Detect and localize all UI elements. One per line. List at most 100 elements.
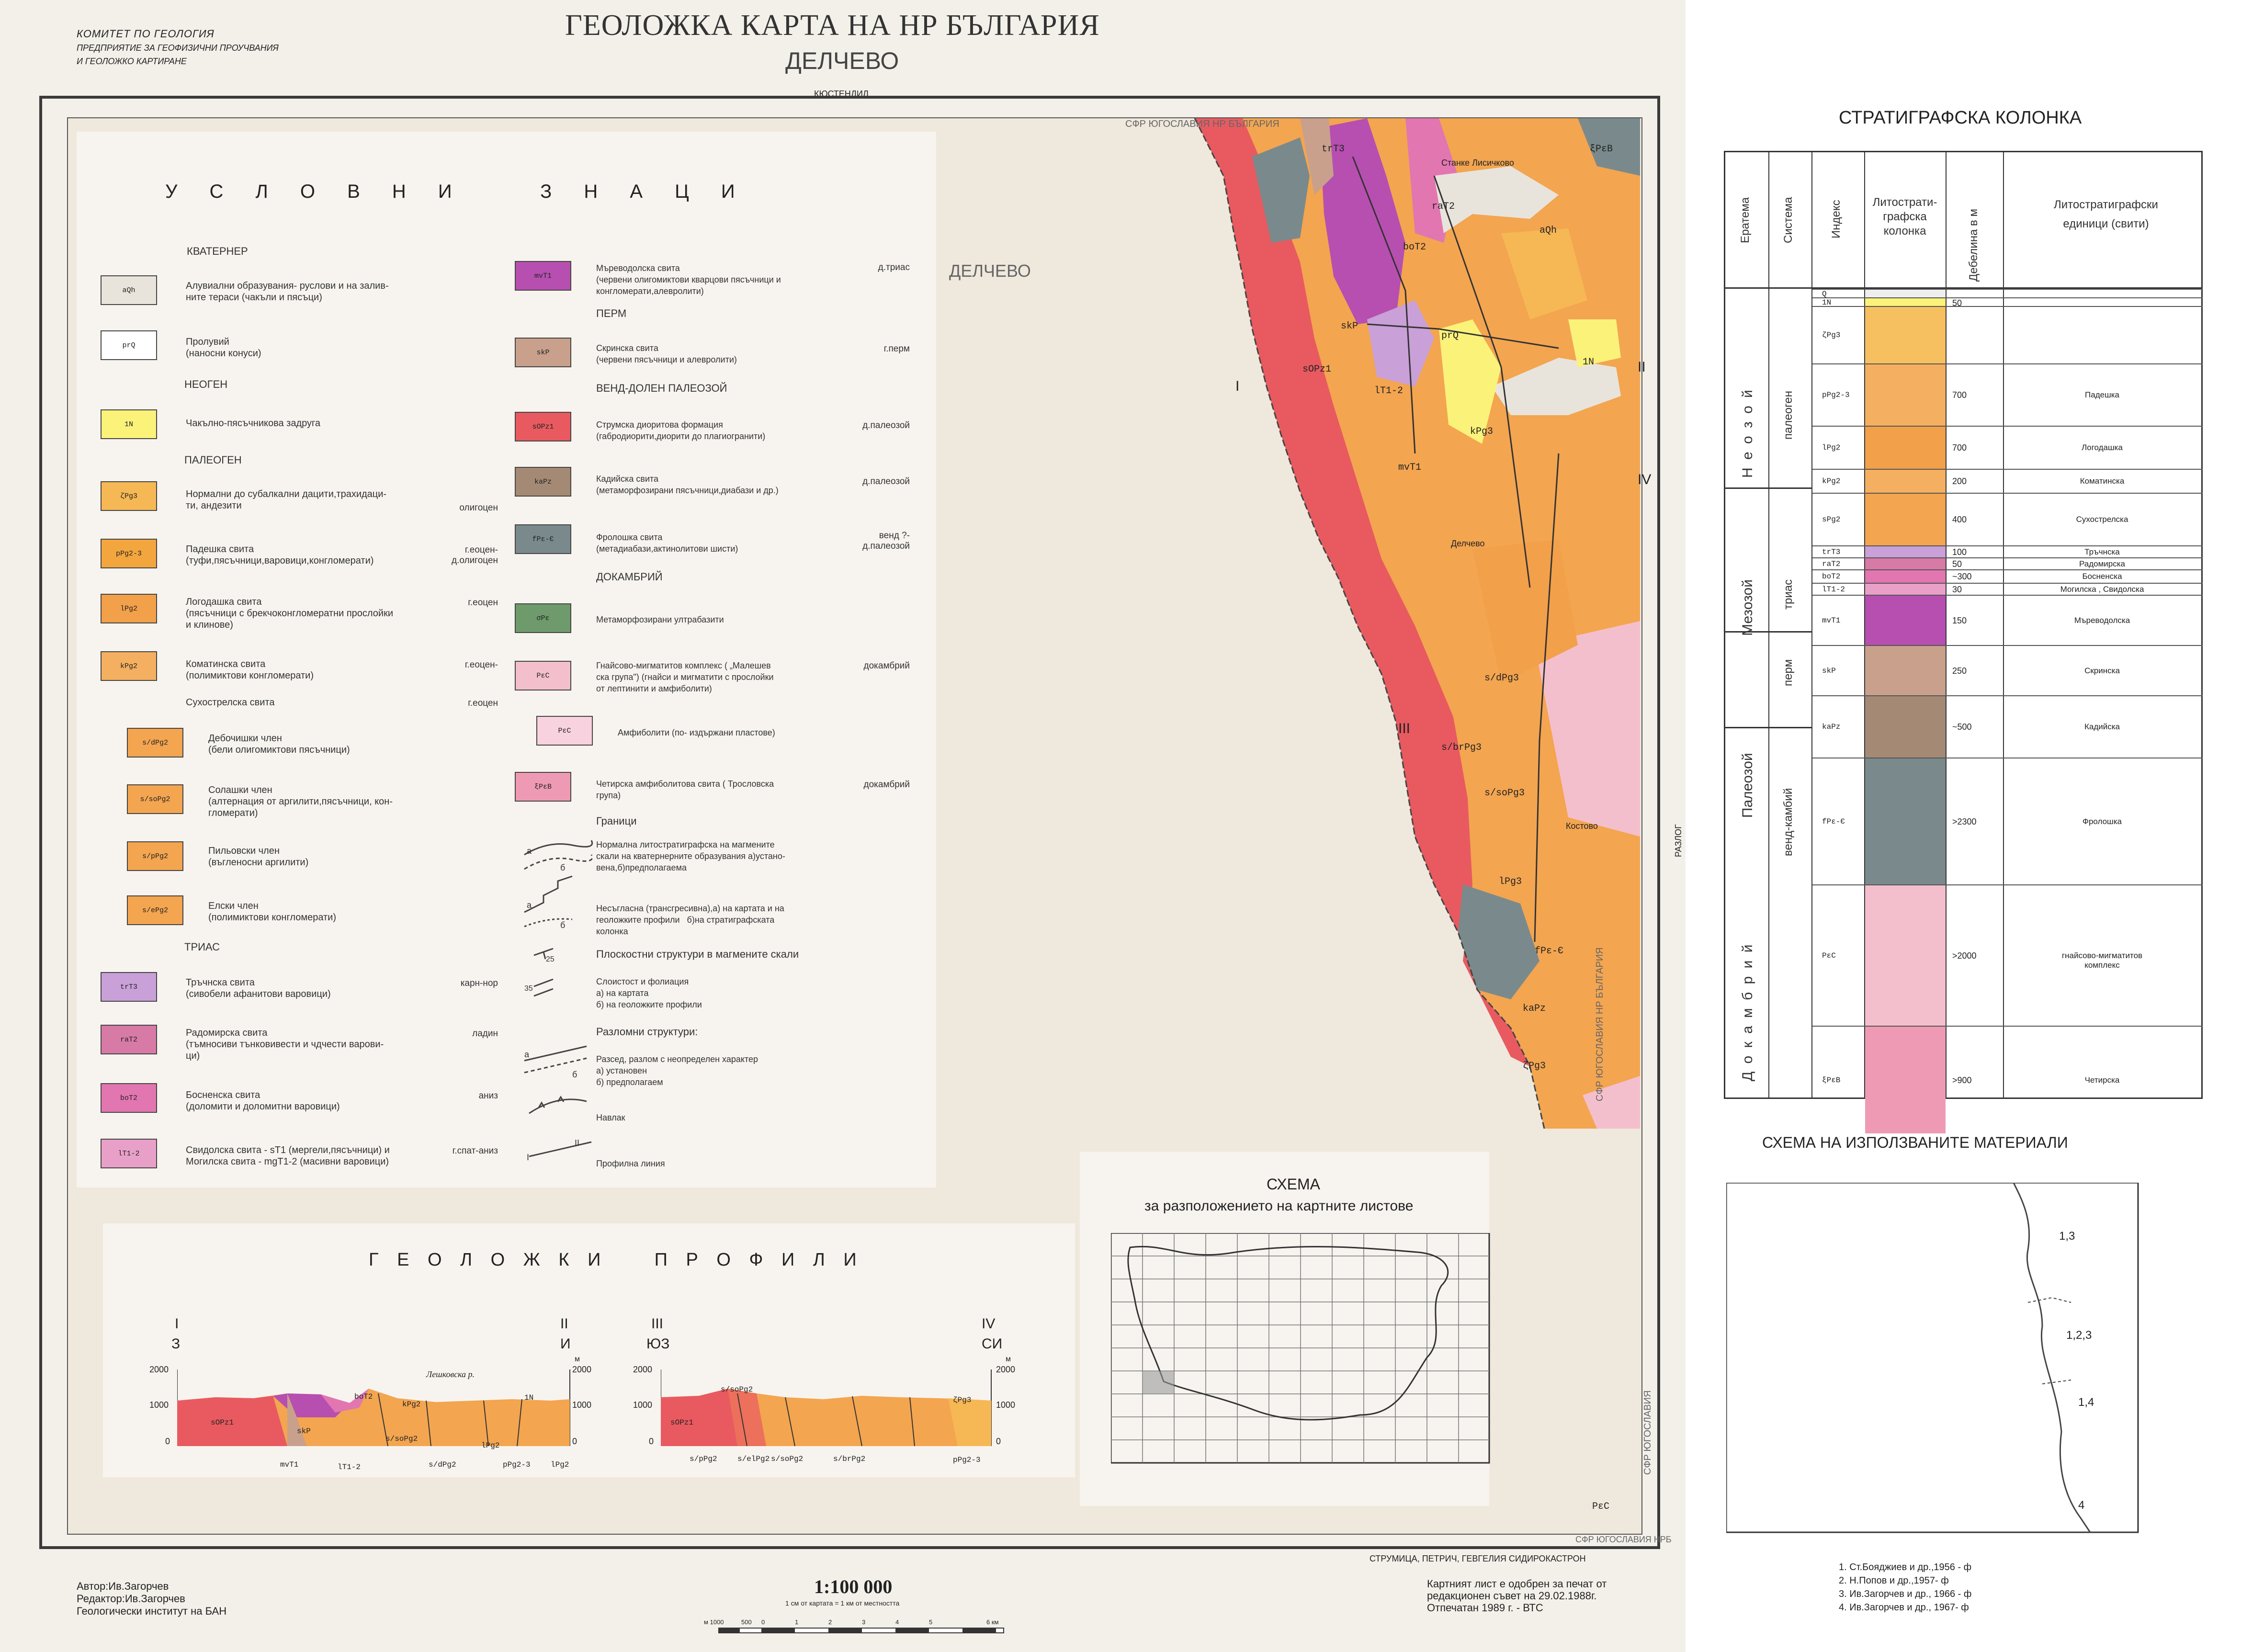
legend-swatch: ξPεB	[515, 772, 571, 802]
profile-2-start-dir: ЮЗ	[646, 1336, 670, 1352]
strat-row: fPε-Є >2300 Фролошка	[1812, 758, 2203, 884]
scale-bar-label: 2	[828, 1618, 832, 1626]
strat-column-fill	[1865, 558, 1946, 569]
section-permian: ПЕРМ	[596, 307, 627, 319]
map-unit-label: lPg3	[1499, 876, 1522, 887]
strat-row: kPg2 200 Коматинска	[1812, 469, 2203, 493]
map-sheet: КОМИТЕТ ПО ГЕОЛОГИЯ ПРЕДПРИЯТИЕ ЗА ГЕОФИ…	[0, 0, 1686, 1652]
strat-row: PεC >2000 гнайсово-мигматитов комплекс	[1812, 884, 2203, 1026]
symbol-mark-b: б	[560, 863, 566, 872]
strat-header-row	[1725, 152, 2201, 289]
profile-mark-2: II	[1638, 359, 1646, 375]
legend-swatch: s/ePg2	[127, 895, 183, 925]
symbol-mark-dip-2: 35	[524, 984, 533, 993]
legend-text: Мъреводолска свита (червени олигомиктови…	[596, 263, 781, 296]
strat-unit-name: Босненска	[2082, 572, 2122, 581]
south-neighbor: СТРУМИЦА, ПЕТРИЧ, ГЕВГЕЛИЯ СИДИРОКАСТРОН	[1370, 1554, 1586, 1563]
strat-column-fill	[1865, 584, 1946, 595]
legend-text: Гнайсово-мигматитов комплекс ( „Малешев …	[596, 661, 774, 693]
section-triassic: ТРИАС	[184, 941, 220, 953]
legend-age: ладин	[472, 1029, 498, 1039]
strat-unit-name: Радомирска	[2079, 559, 2125, 568]
symbol-mark-i: I	[527, 1153, 530, 1162]
strat-unit-name: Мъреводолска	[2074, 615, 2130, 625]
system-label: перм	[1782, 659, 1795, 686]
profile-2-label: s/pPg2	[690, 1455, 717, 1463]
strat-row: mvT1 150 Мъреводолска	[1812, 595, 2203, 645]
section-paleogene: ПАЛЕОГЕН	[184, 454, 242, 466]
reference: 3. Ив.Загорчев и др., 1966 - ф	[1839, 1589, 1972, 1599]
strat-column-fill	[1865, 290, 1946, 297]
map-unit-label: s/dPg3	[1484, 673, 1519, 684]
strat-column-fill	[1865, 298, 1946, 306]
strat-thickness: 700	[1952, 390, 1967, 400]
legend-swatch: s/pPg2	[127, 841, 183, 871]
legend-subheading: Сухострелска свита	[186, 697, 275, 708]
strat-column-fill	[1865, 546, 1946, 557]
legend-text: Струмска диоритова формация (габродиорит…	[596, 420, 766, 441]
legend-text: Логодашка свита (пясъчници с брекчоконгл…	[186, 597, 394, 630]
strat-row: ζPg3	[1812, 306, 2203, 363]
profile-2-label: pPg2-3	[953, 1456, 981, 1464]
legend-text: Пролувий (наносни конуси)	[186, 337, 261, 359]
section-faults: Разломни структури:	[596, 1026, 698, 1038]
strat-thickness: >2000	[1952, 950, 1977, 961]
east-neighbor: РАЗЛОГ	[1674, 824, 1683, 857]
profile-1-label: boT2	[354, 1392, 373, 1401]
geologic-map	[936, 118, 1640, 1129]
legend-age: олигоцен	[459, 503, 498, 513]
strat-thickness: 50	[1952, 559, 1962, 569]
materials-label: 1,3	[2059, 1230, 2075, 1243]
map-unit-label: prQ	[1441, 330, 1459, 341]
legend-swatch: aQh	[101, 275, 157, 305]
system-label: палеоген	[1782, 391, 1795, 440]
strat-unit-name: Скринска	[2084, 666, 2120, 675]
profile-1-label: 1N	[524, 1393, 534, 1402]
strat-column-fill	[1865, 758, 1946, 884]
strat-index: fPε-Є	[1822, 817, 1845, 826]
strat-thickness: 30	[1952, 584, 1962, 594]
section-vend: ВЕНД-ДОЛЕН ПАЛЕОЗОЙ	[596, 382, 727, 394]
city-label: ДЕЛЧЕВО	[949, 261, 1031, 281]
materials-title: СХЕМА НА ИЗПОЛЗВАНИТЕ МАТЕРИАЛИ	[1762, 1134, 2068, 1151]
map-unit-label: trT3	[1322, 144, 1345, 155]
legend-swatch: boT2	[101, 1083, 157, 1113]
profile-2-tick: 2000	[633, 1365, 653, 1374]
org-line-1: КОМИТЕТ ПО ГЕОЛОГИЯ	[77, 28, 215, 40]
strat-row: 1N 50	[1812, 297, 2203, 308]
header-sistema: Система	[1782, 197, 1795, 243]
legend-text: Чакълно-пясъчникова задруга	[186, 418, 321, 429]
section-neogene: НЕОГЕН	[184, 378, 228, 390]
legend-age: аниз	[478, 1091, 498, 1101]
author: Автор:Ив.Загорчев	[77, 1580, 169, 1592]
map-unit-label: sOPz1	[1302, 364, 1332, 375]
strat-unit-name: Коматинска	[2080, 476, 2125, 486]
border-side-label: СФР ЮГОСЛАВИЯ НР БЪЛГАРИЯ	[1595, 947, 1605, 1101]
legend-text: Метаморфозирани ултрабазити	[596, 615, 724, 624]
profile-1-label: pPg2-3	[503, 1460, 531, 1469]
legend-swatch: PεC	[515, 661, 571, 690]
symbol-mark-a: а	[524, 1050, 530, 1059]
strat-index: Q	[1822, 290, 1827, 298]
strat-row: Q	[1812, 289, 2203, 298]
legend-text: Тръчнска свита (сивобели афанитови варов…	[186, 977, 331, 999]
strat-unit-name: Фролошка	[2083, 816, 2122, 826]
sheet-name: ДЕЛЧЕВО	[785, 47, 899, 74]
legend-text: Солашки член (алтернация от аргилити,пяс…	[208, 785, 393, 818]
strat-column-fill	[1865, 596, 1946, 645]
strat-row: pPg2-3 700 Падешка	[1812, 363, 2203, 426]
materials-label: 4	[2078, 1499, 2085, 1512]
symbol-mark-ii: II	[575, 1138, 580, 1148]
approval-line-3: Отпечатан 1989 г. - ВТС	[1427, 1602, 1543, 1614]
map-title: ГЕОЛОЖКА КАРТА НА НР БЪЛГАРИЯ	[565, 9, 1100, 42]
border-bottom-right: СФР ЮГОСЛАВИЯ НРБ	[1575, 1535, 1672, 1544]
map-unit-label: s/brPg3	[1441, 742, 1482, 753]
strat-column-fill	[1865, 1027, 1946, 1133]
map-unit-label: mvT1	[1398, 462, 1422, 473]
profile-2-end: IV	[982, 1316, 996, 1332]
profile-2-label: s/soPg2	[771, 1455, 804, 1463]
schema-title: СХЕМА	[1267, 1176, 1320, 1193]
legend-swatch: raT2	[101, 1025, 157, 1054]
era-divider	[1768, 727, 1812, 728]
profile-1-label: lPg2	[481, 1441, 500, 1450]
